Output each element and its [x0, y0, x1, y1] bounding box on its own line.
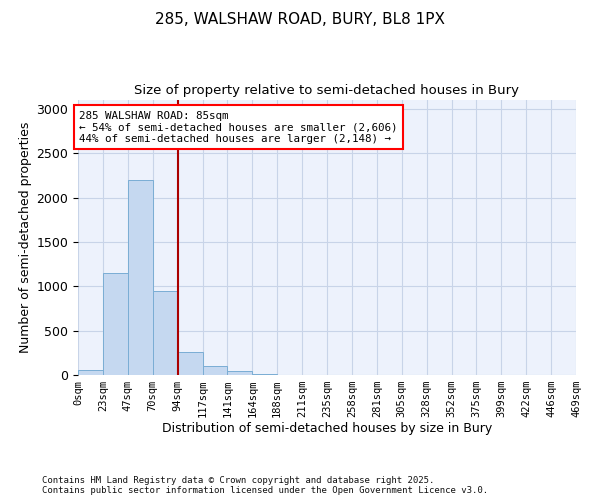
X-axis label: Distribution of semi-detached houses by size in Bury: Distribution of semi-detached houses by … [162, 422, 492, 434]
Title: Size of property relative to semi-detached houses in Bury: Size of property relative to semi-detach… [134, 84, 520, 98]
Y-axis label: Number of semi-detached properties: Number of semi-detached properties [19, 122, 32, 353]
Text: 285, WALSHAW ROAD, BURY, BL8 1PX: 285, WALSHAW ROAD, BURY, BL8 1PX [155, 12, 445, 28]
Bar [152, 290, 178, 375]
Bar [128, 180, 152, 375]
Bar [78, 370, 103, 375]
Bar [178, 352, 203, 375]
Bar [227, 372, 253, 375]
Bar [252, 374, 277, 375]
Text: 285 WALSHAW ROAD: 85sqm
← 54% of semi-detached houses are smaller (2,606)
44% of: 285 WALSHAW ROAD: 85sqm ← 54% of semi-de… [79, 110, 398, 144]
Bar [103, 273, 128, 375]
Bar [203, 366, 227, 375]
Text: Contains HM Land Registry data © Crown copyright and database right 2025.
Contai: Contains HM Land Registry data © Crown c… [42, 476, 488, 495]
